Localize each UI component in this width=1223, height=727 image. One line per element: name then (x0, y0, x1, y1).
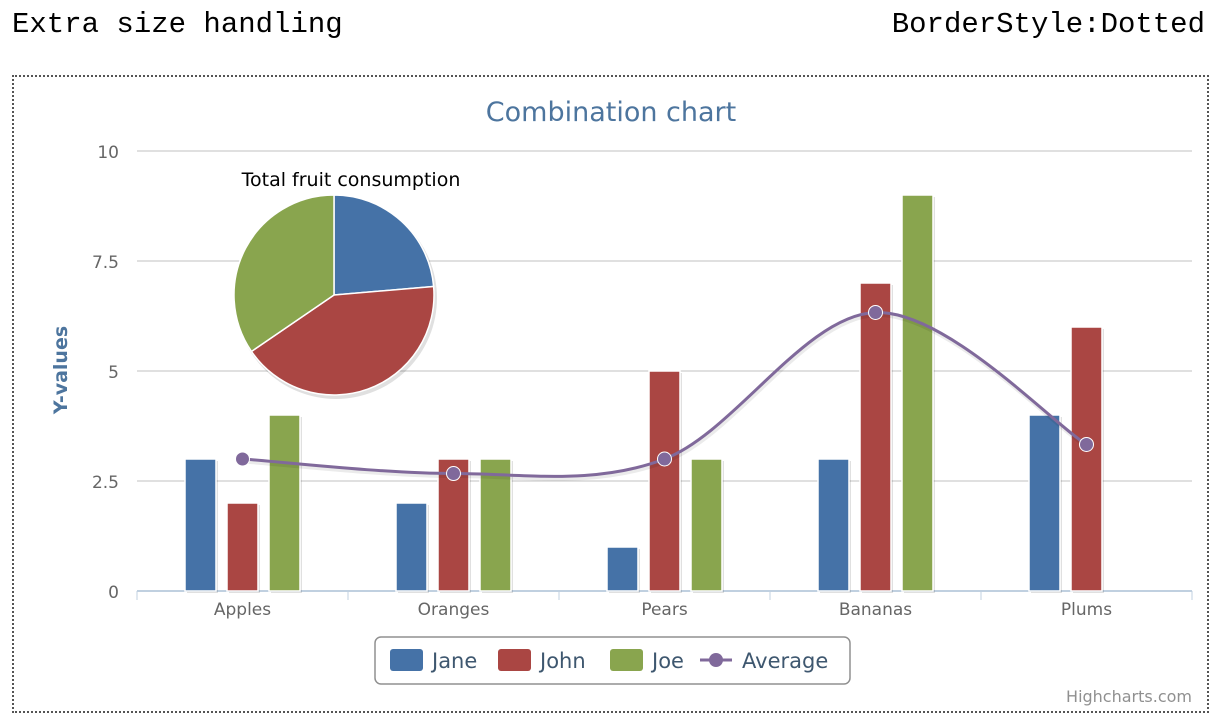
pie-slice-john[interactable] (250, 285, 435, 396)
bar-joe[interactable] (479, 458, 512, 592)
legend-item-jane[interactable]: Jane (390, 649, 477, 673)
legend-item-john[interactable]: John (498, 649, 586, 673)
average-point[interactable] (235, 451, 250, 467)
bar-john[interactable] (859, 282, 892, 592)
pie-title: Total fruit consumption (241, 169, 461, 191)
header-left-label: Extra size handling (12, 8, 343, 41)
chart-title: Combination chart (486, 97, 736, 128)
x-tick-label: Apples (214, 600, 271, 620)
bar-jane[interactable] (817, 458, 850, 592)
pie-slice-joe[interactable] (233, 194, 335, 353)
average-point[interactable] (446, 466, 461, 482)
y-axis: 0 2.5 5 7.5 10 (92, 143, 119, 603)
bar-joe[interactable] (690, 458, 723, 592)
x-tick-label: Oranges (418, 600, 490, 620)
average-line (242, 310, 1088, 478)
x-tick-label: Bananas (839, 600, 912, 620)
legend-label: Jane (430, 649, 477, 673)
bar-john[interactable] (226, 502, 259, 592)
bar-joe[interactable] (268, 414, 301, 592)
legend-color-swatch (610, 649, 643, 671)
average-point[interactable] (868, 304, 883, 320)
y-tick-label: 7.5 (92, 253, 119, 273)
x-tick-label: Plums (1061, 600, 1112, 620)
header-right-label: BorderStyle:Dotted (891, 8, 1205, 41)
average-point[interactable] (657, 451, 672, 467)
x-tick-label: Pears (641, 600, 688, 620)
credits-link[interactable]: Highcharts.com (1066, 687, 1192, 706)
line-series (235, 304, 1094, 482)
bar-john[interactable] (648, 370, 681, 592)
legend-label: Joe (650, 649, 684, 673)
legend-marker-symbol (709, 653, 723, 667)
pie-slice-jane[interactable] (333, 194, 435, 296)
y-tick-label: 5 (108, 363, 119, 383)
legend[interactable]: Jane John Joe Average (374, 636, 851, 685)
legend-label: Average (742, 649, 828, 673)
bar-jane[interactable] (1028, 414, 1061, 592)
y-axis-title: Y-values (50, 326, 72, 415)
y-tick-label: 2.5 (92, 473, 119, 493)
bar-jane[interactable] (395, 502, 428, 592)
legend-item-joe[interactable]: Joe (610, 649, 684, 673)
bar-series (184, 194, 1104, 593)
bar-jane[interactable] (184, 458, 217, 592)
legend-item-average[interactable]: Average (700, 649, 828, 673)
y-tick-label: 0 (108, 583, 119, 603)
legend-label: John (538, 649, 586, 673)
chart-frame (12, 75, 1209, 713)
pie-chart (233, 194, 437, 399)
y-tick-label: 10 (97, 143, 119, 163)
legend-color-swatch (498, 649, 531, 671)
bar-joe[interactable] (901, 194, 934, 592)
bar-jane[interactable] (606, 546, 639, 592)
legend-color-swatch (390, 649, 423, 671)
x-axis: Apples Oranges Pears Bananas Plums (136, 590, 1193, 620)
bar-john[interactable] (1070, 326, 1103, 592)
average-point[interactable] (1079, 436, 1094, 452)
